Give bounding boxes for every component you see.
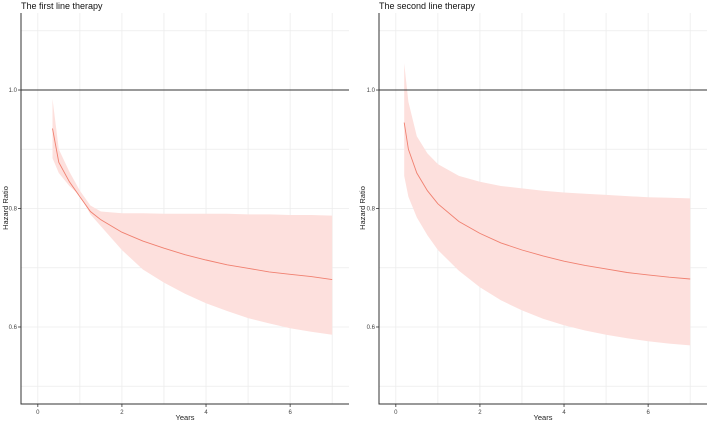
- axis-ticks: 0 2 4 6 0.6 0.8 1.0: [367, 88, 651, 416]
- y-tick-label: 0.6: [9, 325, 18, 331]
- panel-second-line-therapy: The second line therapy 0 2 4 6 0.6 0.8 1.0 Ye…: [358, 1, 707, 422]
- x-tick-label: 0: [394, 410, 398, 416]
- x-axis-label: Years: [534, 413, 553, 422]
- x-axis-label: Years: [176, 413, 195, 422]
- panel-title: The first line therapy: [21, 1, 103, 11]
- y-axis-label: Hazard Ratio: [1, 186, 10, 230]
- axis-lines: [20, 13, 349, 405]
- x-tick-label: 4: [204, 410, 208, 416]
- x-tick-label: 2: [120, 410, 124, 416]
- y-axis-label: Hazard Ratio: [358, 186, 367, 230]
- y-tick-label: 1.0: [367, 88, 376, 94]
- y-tick-label: 0.8: [367, 207, 376, 213]
- y-tick-label: 1.0: [9, 88, 18, 94]
- y-tick-label: 0.8: [9, 207, 18, 213]
- x-tick-label: 6: [646, 410, 650, 416]
- panel-first-line-therapy: The first line therapy 0 2 4 6 0.6 0.8 1.0 Yea…: [1, 1, 349, 422]
- panel-title: The second line therapy: [379, 1, 476, 11]
- x-tick-label: 6: [288, 410, 292, 416]
- hazard-ratio-curve: [403, 122, 691, 280]
- hazard-ratio-curve: [52, 128, 333, 281]
- y-tick-label: 0.6: [367, 325, 376, 331]
- x-tick-label: 4: [562, 410, 566, 416]
- axis-lines: [378, 13, 707, 405]
- x-tick-label: 2: [478, 410, 482, 416]
- axis-ticks: 0 2 4 6 0.6 0.8 1.0: [9, 88, 293, 416]
- grid-lines: [21, 13, 349, 404]
- confidence-band: [52, 98, 333, 335]
- x-tick-label: 0: [36, 410, 40, 416]
- confidence-band: [404, 63, 691, 346]
